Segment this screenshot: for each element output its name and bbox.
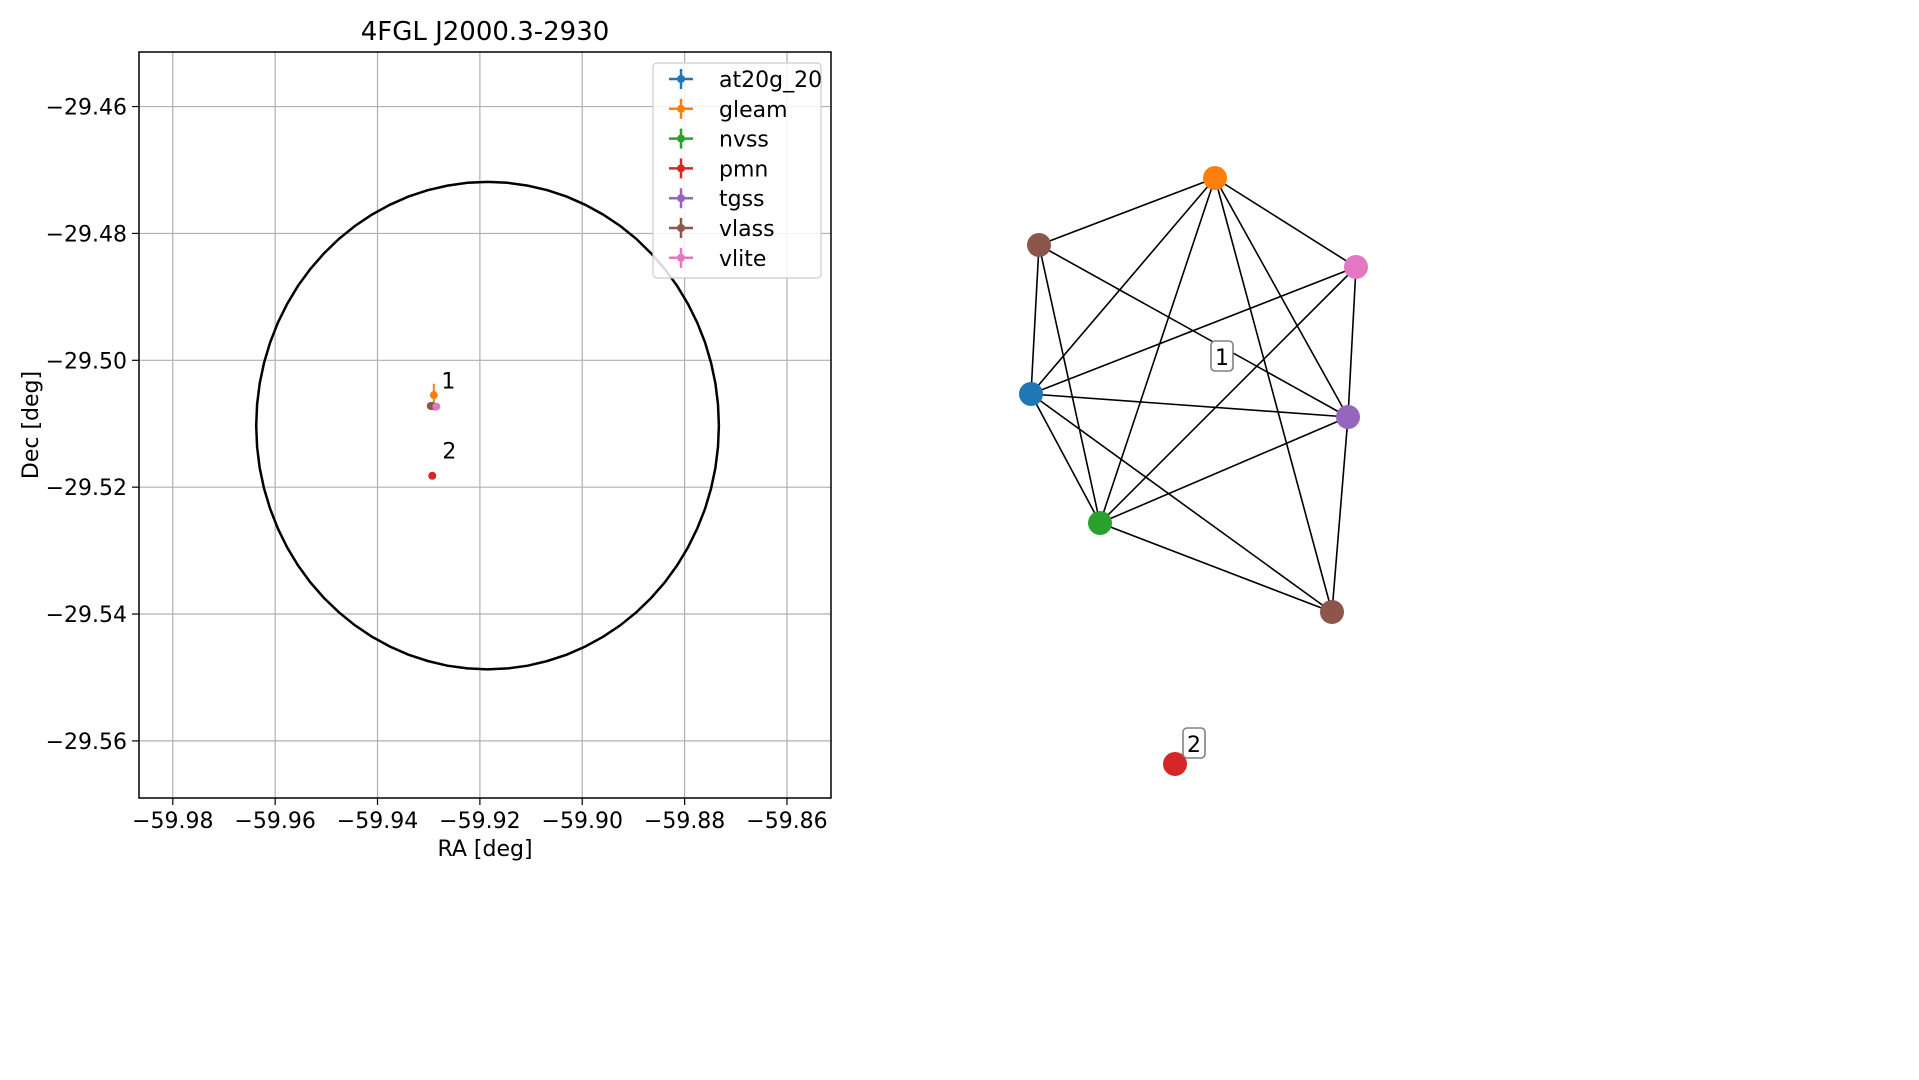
legend-label-pmn: pmn xyxy=(719,157,768,182)
network-node-brown_top xyxy=(1027,233,1051,257)
x-tick-label: −59.86 xyxy=(746,809,827,834)
network-label-box xyxy=(1210,340,1234,372)
legend-label-vlite: vlite xyxy=(719,247,766,272)
scatter-points xyxy=(426,383,441,480)
network-edge xyxy=(1099,266,1357,524)
legend-label-tgss: tgss xyxy=(719,187,765,212)
network-node-orange xyxy=(1203,166,1227,190)
network-edge xyxy=(1099,416,1349,524)
network-label: 1 xyxy=(1215,346,1229,371)
y-axis-label: Dec [deg] xyxy=(19,371,44,479)
x-tick-label: −59.90 xyxy=(542,809,623,834)
network-label-box xyxy=(1182,727,1206,759)
network-edge xyxy=(1214,177,1349,418)
legend-marker-dot-nvss xyxy=(677,134,685,143)
legend-box xyxy=(652,62,822,279)
network-edge xyxy=(1030,393,1349,418)
network-node-pink xyxy=(1344,255,1368,279)
x-tick-label: −59.98 xyxy=(132,809,213,834)
network-label: 2 xyxy=(1187,733,1201,758)
network-node-brown_bottom xyxy=(1320,600,1344,624)
network-node-purple xyxy=(1336,405,1360,429)
data-point-vlite xyxy=(432,402,441,411)
legend-marker-dot-vlite xyxy=(677,253,685,262)
network-edge xyxy=(1030,393,1101,524)
data-point-gleam xyxy=(429,391,438,400)
legend-marker-dot-pmn xyxy=(677,164,685,173)
x-tick-label: −59.92 xyxy=(439,809,520,834)
y-tick-label: −29.48 xyxy=(46,222,127,247)
network-edge xyxy=(1099,522,1333,613)
network-labels: 12 xyxy=(1182,340,1234,759)
legend-marker-dot-vlass xyxy=(677,224,685,232)
y-tick-label: −29.54 xyxy=(46,603,127,628)
axis-ticks: −59.98 −59.96 −59.94 −59.92 −59.90 −59.88 −59.… xyxy=(46,96,828,834)
x-tick-label: −59.94 xyxy=(337,809,418,834)
point-annotation: 1 xyxy=(441,370,455,395)
scatter-plot-frame xyxy=(138,51,832,799)
network-edge xyxy=(1214,177,1333,613)
y-tick-label: −29.56 xyxy=(46,730,127,755)
chart-title: 4FGL J2000.3-2930 xyxy=(361,17,610,47)
network-edge xyxy=(1030,177,1216,395)
error-circle-path xyxy=(254,180,721,671)
legend-marker-dot-at20g_20 xyxy=(677,75,685,83)
x-tick-label: −59.88 xyxy=(644,809,725,834)
legend-marker-dot-gleam xyxy=(677,104,685,113)
y-tick-label: −29.46 xyxy=(46,96,127,121)
network-edge xyxy=(1030,393,1333,613)
legend-label-vlass: vlass xyxy=(719,217,775,242)
y-tick-label: −29.52 xyxy=(46,476,127,501)
network-edge xyxy=(1331,416,1349,613)
legend-label-nvss: nvss xyxy=(719,128,769,153)
network-edge xyxy=(1038,177,1216,246)
network-edges xyxy=(1030,177,1357,613)
network-node-green xyxy=(1088,511,1112,535)
network-edge xyxy=(1214,177,1357,268)
network-edge xyxy=(1030,244,1040,395)
network-edge xyxy=(1347,266,1357,418)
point-annotations: 12 xyxy=(441,370,456,465)
network-nodes xyxy=(1019,166,1368,776)
x-tick-label: −59.96 xyxy=(234,809,315,834)
network-edge xyxy=(1030,266,1357,395)
point-annotation: 2 xyxy=(442,440,456,465)
legend-label-at20g_20: at20g_20 xyxy=(719,68,822,93)
network-edge xyxy=(1038,244,1101,524)
y-tick-label: −29.50 xyxy=(46,349,127,374)
network-edge xyxy=(1099,177,1216,524)
x-axis-label: RA [deg] xyxy=(437,837,532,862)
legend-marker-dot-tgss xyxy=(677,194,685,203)
error-circle xyxy=(254,180,721,671)
network-node-red xyxy=(1163,752,1187,776)
network-node-blue xyxy=(1019,382,1043,406)
data-point-pmn xyxy=(428,471,437,480)
legend-label-gleam: gleam xyxy=(719,98,788,123)
